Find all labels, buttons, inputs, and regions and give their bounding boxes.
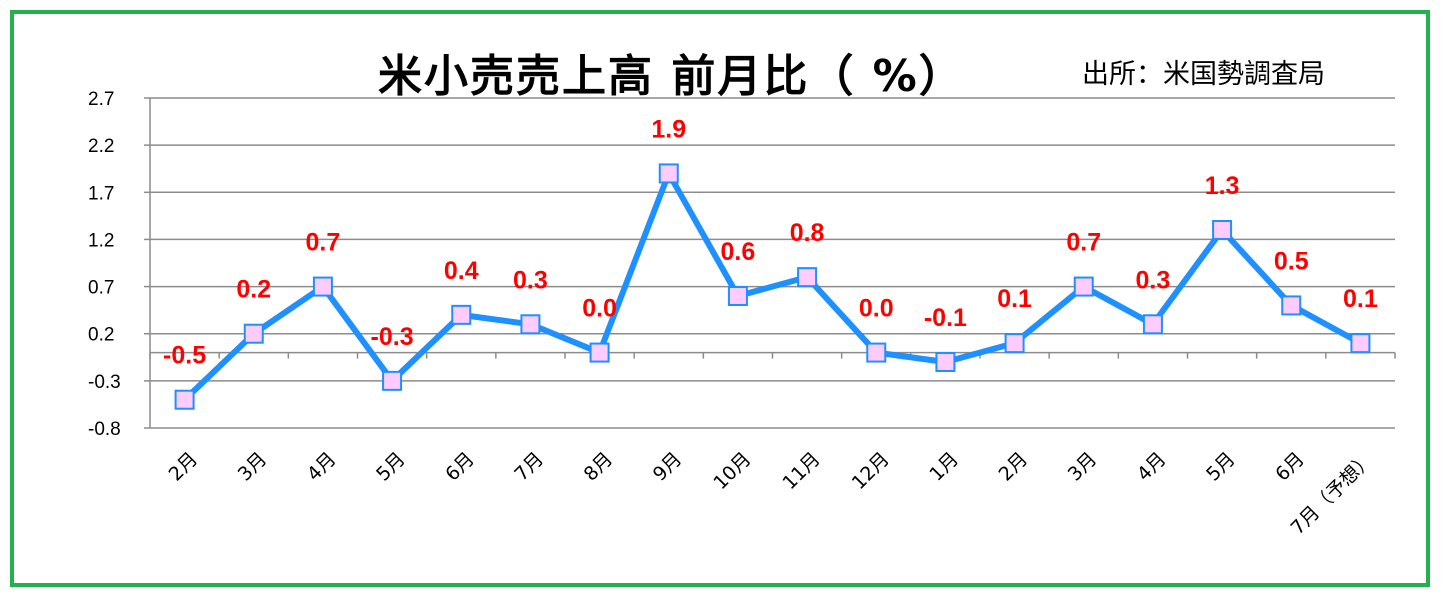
data-label: 0.3	[1136, 266, 1171, 294]
x-tick-label: 12月	[848, 448, 894, 494]
x-tick-label: 11月	[779, 448, 825, 494]
data-labels: -0.5 0.2 0.7 -0.3 0.4 0.3 0.0 1.9 0.6 0.8 0.0 -0.1 0…	[163, 115, 1378, 369]
x-tick-label: 2月	[165, 448, 203, 486]
x-tick-label: 4月	[1133, 448, 1171, 486]
data-label: 0.1	[1343, 285, 1378, 313]
data-point-marker	[797, 267, 818, 288]
y-tick-label: 1.7	[88, 183, 114, 204]
data-point-marker	[312, 276, 333, 297]
series-line-path	[182, 170, 1362, 402]
data-point-marker	[1142, 314, 1163, 335]
data-label: 0.1	[997, 285, 1032, 313]
data-point-marker	[1004, 333, 1025, 354]
y-tick-label: 2.2	[88, 136, 114, 157]
data-label: 0.2	[236, 276, 271, 304]
data-label: 1.9	[651, 115, 686, 143]
series-line	[182, 170, 1362, 402]
data-point-marker	[1212, 220, 1233, 240]
data-point-marker	[727, 286, 748, 306]
data-point-marker	[174, 389, 195, 410]
data-point-marker	[451, 304, 472, 325]
data-point-marker	[866, 342, 887, 363]
data-label: 0.0	[859, 295, 894, 323]
x-tick-label: 2月	[995, 448, 1033, 486]
chart-source: 出所：米国勢調査局	[1082, 59, 1325, 90]
data-label: 0.6	[721, 238, 756, 266]
x-tick-label: 3月	[234, 448, 272, 486]
y-tick-label: 0.2	[88, 325, 114, 346]
data-point-marker	[935, 352, 956, 372]
data-label: 0.7	[1066, 229, 1101, 257]
x-tick-label: 5月	[372, 448, 410, 486]
data-point-marker	[382, 370, 403, 391]
y-tick-label: 1.2	[88, 230, 114, 251]
x-tick-label: 9月	[649, 448, 687, 486]
data-point-marker	[658, 163, 679, 184]
data-point-marker	[243, 323, 264, 344]
x-tick-label: 6月	[441, 448, 479, 486]
data-label: 0.8	[790, 219, 825, 247]
data-label: -0.1	[924, 304, 967, 332]
data-label: 0.7	[306, 229, 341, 257]
data-point-marker	[1350, 333, 1371, 354]
data-label: 0.0	[582, 295, 617, 323]
gridlines	[150, 97, 1395, 429]
x-tick-label: 5月	[1202, 448, 1240, 486]
data-point-marker	[1281, 295, 1302, 316]
y-tick-label: 0.7	[88, 278, 114, 299]
x-tick-label: 4月	[303, 448, 341, 486]
data-label: 0.3	[513, 266, 548, 294]
data-point-marker	[589, 342, 610, 363]
data-label: 0.4	[444, 257, 479, 285]
x-tick-label: 8月	[580, 448, 618, 486]
data-point-marker	[520, 314, 541, 335]
data-label: 0.5	[1274, 247, 1309, 275]
data-label: -0.3	[371, 323, 414, 351]
data-point-marker	[1073, 276, 1094, 297]
y-tick-label: -0.3	[88, 372, 121, 393]
chart-title: 米小売売上高 前月比（ %）	[378, 51, 965, 102]
x-axis-ticks: 2月 3月 4月 5月 6月 7月 8月 9月 10月 11月 12月 1月 2月 3月 4月 5月 6月7月（…	[165, 448, 1378, 539]
y-tick-label: -0.8	[88, 419, 121, 440]
data-label: -0.5	[163, 342, 206, 370]
y-axis-ticks: 2.7 2.2 1.7 1.2 0.7 0.2 -0.3 -0.8	[88, 89, 121, 440]
x-tick-label: 1月	[925, 448, 963, 486]
series-markers	[174, 163, 1371, 410]
chart-frame	[10, 10, 1430, 587]
x-tick-label: 3月	[1064, 448, 1102, 486]
axes	[144, 97, 1396, 429]
y-tick-label: 2.7	[88, 89, 114, 110]
x-tick-label: 10月	[709, 448, 755, 494]
x-tick-label: 6月	[1271, 448, 1309, 486]
data-label: 1.3	[1205, 172, 1240, 200]
x-tick-label: 7月	[510, 448, 548, 486]
